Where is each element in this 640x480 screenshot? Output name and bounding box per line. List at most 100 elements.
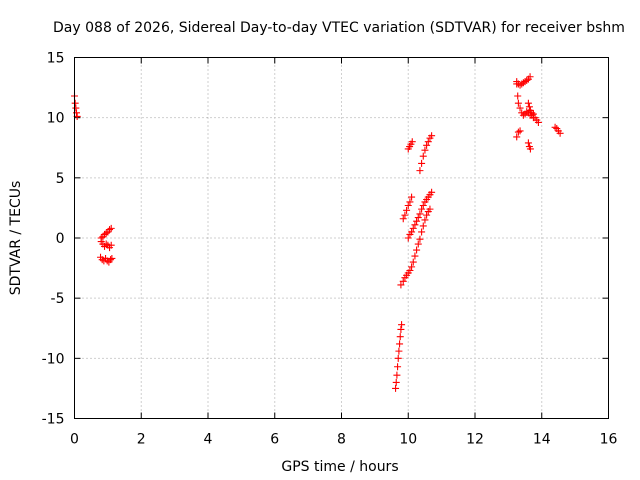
x-tick-label: 8 — [337, 432, 346, 448]
data-point — [408, 228, 416, 236]
data-point — [392, 384, 400, 392]
data-point — [524, 99, 532, 107]
data-point — [397, 281, 405, 289]
data-point — [411, 252, 419, 260]
x-tick-label: 10 — [399, 432, 417, 448]
data-point — [108, 254, 116, 262]
y-tick-label: 15 — [47, 51, 65, 67]
data-point — [413, 217, 421, 225]
series-arc-1360 — [524, 99, 537, 122]
data-point — [411, 221, 419, 229]
data-point — [409, 258, 417, 266]
data-point — [534, 118, 542, 126]
data-point — [72, 104, 80, 112]
data-point — [526, 73, 534, 81]
data-point — [406, 266, 414, 274]
data-point — [414, 240, 422, 248]
series-arc-1330-low — [513, 127, 524, 141]
data-point — [409, 224, 417, 232]
series-arc-1035 — [416, 132, 436, 175]
data-point — [523, 108, 531, 116]
data-point — [421, 146, 429, 154]
data-point — [419, 222, 427, 230]
y-tick-label: -15 — [42, 412, 65, 428]
series-arc-1005-high — [404, 138, 416, 153]
data-point — [71, 99, 79, 107]
y-tick-label: 0 — [56, 231, 65, 247]
data-point — [404, 202, 412, 210]
series-arc-1360-low — [524, 139, 534, 153]
data-point — [556, 129, 564, 137]
data-point — [419, 152, 427, 160]
data-point — [428, 132, 436, 140]
data-point — [394, 354, 402, 362]
series-arc-1335-top — [513, 73, 534, 89]
data-point — [396, 333, 404, 341]
data-point — [394, 363, 402, 371]
data-point — [514, 92, 522, 100]
data-point — [107, 241, 115, 249]
x-tick-label: 16 — [600, 432, 618, 448]
data-point — [423, 141, 431, 149]
x-tick-label: 4 — [204, 432, 213, 448]
x-axis-label: GPS time / hours — [281, 459, 398, 475]
data-point — [428, 188, 436, 196]
data-point — [418, 159, 426, 167]
y-tick-labels: -15 -10 -5 0 5 10 15 — [42, 51, 65, 428]
data-point — [423, 211, 431, 219]
x-tick-label: 0 — [70, 432, 79, 448]
data-point — [106, 226, 114, 234]
data-point — [416, 235, 424, 243]
data-point — [516, 127, 524, 135]
x-tick-label: 6 — [270, 432, 279, 448]
x-tick-labels: 0 2 4 6 8 10 12 14 16 — [70, 432, 617, 448]
data-point — [398, 321, 406, 329]
data-point — [519, 111, 527, 119]
data-point — [408, 263, 416, 271]
data-point — [401, 211, 409, 219]
data-point — [416, 167, 424, 175]
series-arc-1000 — [397, 205, 434, 289]
data-point — [98, 256, 106, 264]
data-point — [529, 114, 537, 122]
data-point — [426, 205, 434, 213]
series-arc-01h-lower — [97, 253, 116, 266]
data-point — [513, 133, 521, 141]
data-point — [419, 202, 427, 210]
data-point — [525, 103, 533, 111]
plot-frame — [74, 57, 609, 419]
data-point — [516, 104, 524, 112]
y-axis-label: SDTVAR / TECUs — [8, 181, 24, 296]
x-tick-label: 14 — [533, 432, 551, 448]
data-point — [399, 215, 407, 223]
series-arc-0950 — [392, 321, 406, 392]
data-point — [416, 210, 424, 218]
data-point — [396, 340, 404, 348]
series-arc-1005 — [399, 193, 416, 223]
data-point — [523, 76, 531, 84]
data-point — [392, 378, 400, 386]
data-point — [107, 256, 115, 264]
data-point — [102, 240, 110, 248]
data-point — [551, 123, 559, 131]
data-point — [418, 205, 426, 213]
data-point — [395, 347, 403, 355]
data-point — [103, 257, 111, 265]
y-tick-label: -5 — [51, 291, 65, 307]
data-point — [524, 139, 532, 147]
chart-title: Day 088 of 2026, Sidereal Day-to-day VTE… — [53, 20, 625, 36]
data-point — [514, 99, 522, 107]
data-point — [414, 214, 422, 222]
data-point — [421, 216, 429, 224]
series-arc-1010 — [404, 188, 436, 242]
data-point — [514, 128, 522, 136]
data-point — [526, 106, 534, 114]
data-point — [404, 234, 412, 242]
data-point — [424, 138, 432, 146]
data-point — [403, 206, 411, 214]
data-points — [71, 73, 564, 392]
data-point — [406, 198, 414, 206]
series-arc-01h-middle — [97, 238, 115, 252]
y-tick-label: 5 — [56, 171, 65, 187]
